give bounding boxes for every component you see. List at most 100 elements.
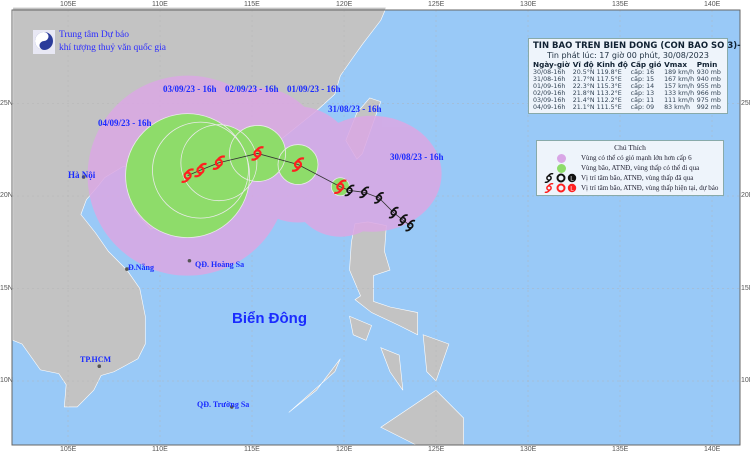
legend-title: Chú Thích xyxy=(614,143,646,152)
legend-label: Vị trí tâm bão, ATNĐ, vùng thấp hiện tại… xyxy=(581,184,719,192)
table-cell: 133 km/h xyxy=(664,90,695,97)
table-cell: 04/09-16h xyxy=(533,104,566,111)
table-header: Ngày-giờ xyxy=(533,60,570,69)
land-panay xyxy=(380,347,404,391)
table-cell: 83 km/h xyxy=(664,104,691,111)
table-cell: 157 km/h xyxy=(664,83,695,90)
uncertainty-circle xyxy=(229,125,286,182)
table-cell: 975 mb xyxy=(696,97,721,104)
agency-name-line2: khí tượng thuỷ văn quốc gia xyxy=(59,43,167,53)
lon-tick-label: 120E xyxy=(336,1,353,8)
lon-tick-label: 130E xyxy=(520,446,537,453)
table-cell: cấp: 15 xyxy=(630,76,655,83)
table-cell: cấp: 09 xyxy=(630,104,655,111)
uncertainty-circle xyxy=(277,144,319,185)
legend-item-past: L Vị trí tâm bão, ATNĐ, vùng thấp đã qua xyxy=(541,173,719,183)
land-mindanao xyxy=(380,389,464,447)
place-hcm: TP.HCM xyxy=(80,355,112,364)
lon-tick-label: 105E xyxy=(60,1,77,8)
table-header: Pmin xyxy=(696,60,718,69)
lat-tick-label: 20N xyxy=(0,192,13,199)
table-cell: 20.5°N xyxy=(572,69,595,76)
table-cell: 21.7°N xyxy=(572,76,595,83)
past-storm-icon xyxy=(373,192,384,204)
past-storm-icon xyxy=(344,184,355,197)
lon-tick-label: 140E xyxy=(704,1,721,8)
low-pressure-icon xyxy=(567,183,577,193)
place-bien-dong: Biển Đông xyxy=(232,310,307,327)
past-storm-icon xyxy=(388,206,399,219)
green-swatch-icon xyxy=(556,163,566,173)
lon-tick-label: 130E xyxy=(520,1,537,8)
city-dot xyxy=(187,258,192,263)
table-cell: 115.3°E xyxy=(596,83,622,90)
forecast-time-label: 31/08/23 - 16h xyxy=(328,104,382,114)
nchmf-logo-icon xyxy=(33,30,55,54)
forecast-storm-icon xyxy=(212,155,226,170)
city-dot xyxy=(81,175,86,179)
table-header: Vĩ độ xyxy=(572,60,594,69)
legend-item-forecast: L Vị trí tâm bão, ATNĐ, vùng thấp hiện tạ… xyxy=(541,183,719,193)
lon-tick-label: 115E xyxy=(244,446,260,453)
lon-tick-label: 140E xyxy=(704,446,721,453)
depression-icon xyxy=(556,183,566,193)
place-hanoi: Hà Nội xyxy=(68,170,96,180)
pink-swatch-icon xyxy=(556,153,566,163)
table-cell: 113.2°E xyxy=(596,90,622,97)
lon-tick-label: 110E xyxy=(152,446,168,453)
table-cell: 119.8°E xyxy=(596,69,622,76)
bulletin-title: TIN BAO TREN BIEN DONG (CON BAO SO 3)- xyxy=(533,41,741,51)
map-frame xyxy=(11,9,741,446)
table-cell: 111.5°E xyxy=(596,104,622,111)
storm-center-icon xyxy=(544,173,554,183)
table-cell: 955 mb xyxy=(696,83,721,90)
uncertainty-circle xyxy=(125,113,251,239)
table-cell: 111 km/h xyxy=(664,97,695,104)
forecast-time-label: 02/09/23 - 16h xyxy=(225,84,279,94)
forecast-storm-icon xyxy=(334,179,347,195)
lat-tick-label: 25N xyxy=(741,99,750,107)
land-palawan xyxy=(288,358,341,413)
lon-tick-label: 115E xyxy=(244,1,260,8)
place-truong-sa: QĐ. Trường Sa xyxy=(197,400,250,409)
table-cell: 31/08-16h xyxy=(533,76,566,83)
forecast-storm-icon xyxy=(291,157,305,172)
table-cell: cấp: 11 xyxy=(630,97,655,104)
legend-label: Vị trí tâm bão, ATNĐ, vùng thấp đã qua xyxy=(581,174,694,182)
depression-icon xyxy=(556,173,566,183)
table-header: Cấp gió xyxy=(630,60,662,69)
table-row: 31/08-16h 21.7°N 117.5°E cấp: 15 167 km/h 940… xyxy=(533,76,723,83)
lon-tick-label: 135E xyxy=(612,446,629,453)
lat-tick-label: 10N xyxy=(741,377,750,384)
uncertainty-circle xyxy=(152,121,249,219)
lat-tick-label: 15N xyxy=(741,284,750,292)
table-cell: 01/09-16h xyxy=(533,83,566,90)
place-danang: Đ.Nẵng xyxy=(128,263,155,272)
bulletin-table: Ngày-giờ Vĩ độ Kinh độ Cấp gió Vmax Pmin 30/0… xyxy=(533,60,723,111)
past-storm-icon xyxy=(405,219,416,232)
legend-item-storm-zone: Vùng bão, ATNĐ, vùng thấp có thể đi qua xyxy=(541,163,719,173)
city-dot xyxy=(97,364,102,369)
lon-tick-label: 125E xyxy=(428,446,445,453)
agency-logo: Trung tâm Dự báo khí tượng thuỷ văn quốc… xyxy=(33,29,166,55)
table-cell: 21.8°N xyxy=(572,90,595,97)
table-cell: 112.2°E xyxy=(596,97,622,104)
past-storm-icon xyxy=(397,214,408,226)
lon-tick-label: 120E xyxy=(336,446,353,453)
city-dot xyxy=(125,267,129,271)
forecast-time-label: 01/09/23 - 16h xyxy=(287,84,341,94)
land-luzon xyxy=(349,221,418,336)
agency-name-line1: Trung tâm Dự báo xyxy=(59,30,129,40)
city-dot xyxy=(229,405,234,409)
table-row: 30/08-16h 20.5°N 119.8°E cấp: 16 189 km/h 930… xyxy=(533,69,723,76)
past-storm-icon xyxy=(359,186,370,199)
table-cell: 992 mb xyxy=(696,104,721,111)
table-row: 04/09-16h 21.1°N 111.5°E cấp: 09 83 km/h 992 … xyxy=(533,104,723,111)
table-cell: 930 mb xyxy=(696,69,721,76)
forecast-storm-icon xyxy=(251,146,264,161)
storm-center-icon xyxy=(544,183,554,193)
table-cell: 117.5°E xyxy=(596,76,622,83)
lon-tick-label: 125E xyxy=(428,1,445,8)
table-row: 03/09-16h 21.4°N 112.2°E cấp: 11 111 km/h 975… xyxy=(533,97,723,104)
lon-tick-label: 105E xyxy=(60,446,77,453)
